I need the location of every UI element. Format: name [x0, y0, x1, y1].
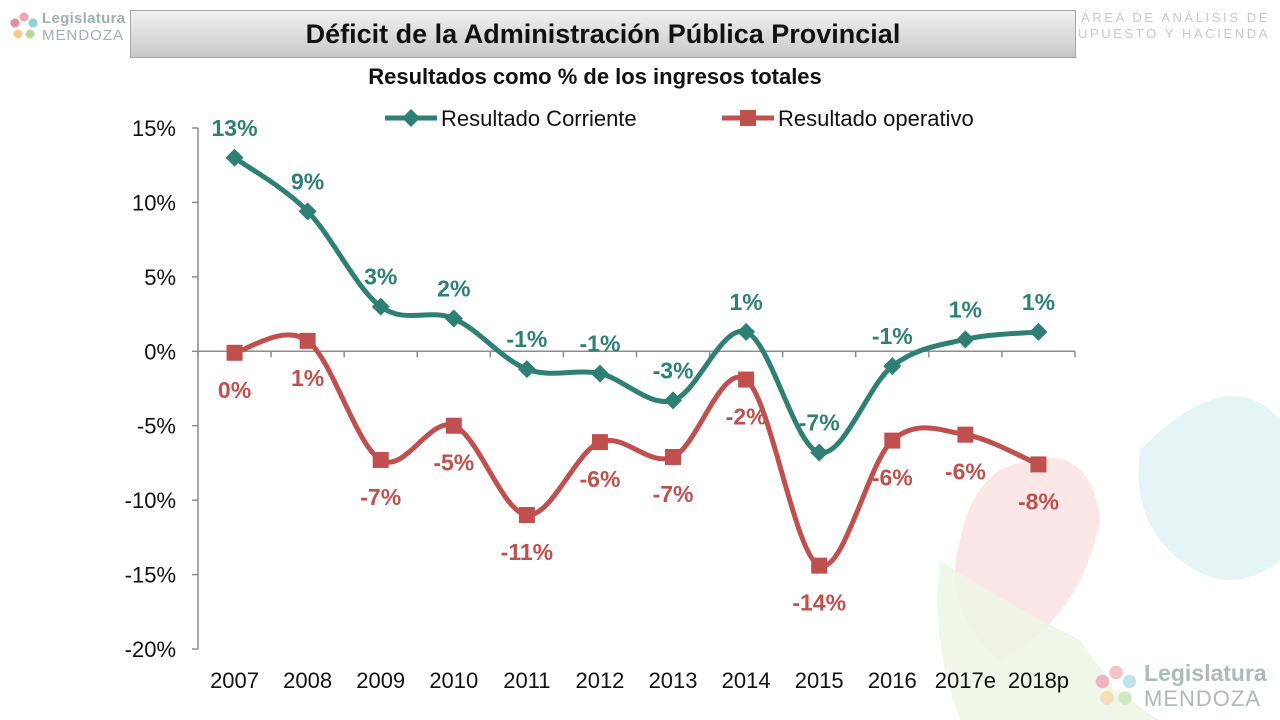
- marker-operativo: [665, 448, 682, 465]
- x-tick-label: 2014: [722, 668, 771, 693]
- flower-logo-icon: [10, 12, 38, 39]
- legend-marker-operativo: [740, 110, 756, 126]
- y-tick-label: -5%: [137, 414, 176, 439]
- x-tick-label: 2018p: [1008, 668, 1069, 693]
- marker-corriente: [371, 297, 390, 316]
- x-tick-label: 2008: [283, 668, 332, 693]
- data-label-corriente: 2%: [437, 276, 470, 302]
- data-label-corriente: 1%: [1022, 289, 1055, 315]
- x-tick-label: 2011: [503, 668, 550, 693]
- marker-corriente: [225, 148, 244, 167]
- marker-corriente: [664, 391, 683, 410]
- data-label-operativo: -6%: [945, 459, 986, 485]
- y-tick-label: 10%: [132, 190, 176, 215]
- x-tick-label: 2015: [795, 668, 844, 693]
- marker-operativo: [957, 426, 974, 443]
- y-tick-label: -10%: [125, 488, 176, 513]
- marker-corriente: [590, 364, 609, 383]
- data-label-corriente: -1%: [580, 331, 621, 357]
- data-label-operativo: 1%: [291, 365, 324, 391]
- marker-operativo: [518, 507, 535, 524]
- x-tick-label: 2012: [575, 668, 624, 693]
- marker-corriente: [883, 357, 902, 376]
- logo-bottom-line2: MENDOZA: [1144, 686, 1261, 711]
- data-label-corriente: -1%: [506, 326, 547, 352]
- y-tick-label: 15%: [132, 116, 176, 141]
- title-bar: Déficit de la Administración Pública Pro…: [130, 10, 1076, 58]
- x-tick-label: 2016: [868, 668, 917, 693]
- legend-marker-corriente: [402, 109, 420, 127]
- data-label-corriente: -7%: [799, 410, 840, 436]
- y-tick-label: 0%: [144, 339, 176, 364]
- x-tick-label: 2017e: [935, 668, 996, 693]
- data-label-corriente: 9%: [291, 168, 324, 194]
- logo-text-line1: Legislatura: [42, 10, 126, 27]
- y-tick-label: -15%: [125, 563, 176, 588]
- data-label-corriente: -3%: [653, 357, 694, 383]
- marker-operativo: [1030, 456, 1047, 473]
- department-line2: PRESUPUESTO Y HACIENDA: [1032, 26, 1270, 41]
- flower-logo-icon: [1095, 665, 1137, 705]
- data-label-operativo: -11%: [501, 539, 553, 565]
- logo-text-line2: MENDOZA: [42, 27, 124, 44]
- marker-corriente: [737, 322, 756, 341]
- marker-operativo: [591, 434, 608, 451]
- data-label-corriente: 1%: [730, 289, 763, 315]
- data-label-operativo: -8%: [1018, 488, 1059, 514]
- y-tick-label: -20%: [125, 637, 176, 662]
- x-tick-label: 2010: [429, 668, 478, 693]
- data-label-operativo: -5%: [433, 450, 474, 476]
- data-label-operativo: -6%: [580, 466, 621, 492]
- legend-label: Resultado Corriente: [441, 106, 637, 131]
- data-label-operativo: 0%: [218, 377, 251, 403]
- marker-corriente: [517, 360, 536, 379]
- department-label: ÁREA DE ANÁLISIS DE PRESUPUESTO Y HACIEN…: [1032, 10, 1270, 42]
- data-label-corriente: 3%: [364, 264, 397, 290]
- series-line-corriente: [232, 155, 1041, 456]
- legend-label: Resultado operativo: [778, 106, 974, 131]
- department-line1: ÁREA DE ANÁLISIS DE: [1081, 10, 1270, 25]
- series-line-operativo: [232, 332, 1041, 569]
- marker-corriente: [810, 443, 829, 462]
- x-tick-label: 2009: [356, 668, 405, 693]
- x-tick-label: 2007: [210, 668, 259, 693]
- marker-operativo: [445, 417, 462, 434]
- x-tick-label: 2013: [649, 668, 698, 693]
- marker-corriente: [956, 330, 975, 349]
- marker-corriente: [298, 202, 317, 221]
- marker-operativo: [299, 332, 316, 349]
- page-title: Déficit de la Administración Pública Pro…: [305, 18, 901, 49]
- legislatura-logo: Legislatura MENDOZA: [8, 8, 128, 44]
- data-label-operativo: -14%: [792, 590, 846, 616]
- data-label-operativo: -6%: [872, 465, 913, 491]
- data-label-corriente: 13%: [212, 115, 258, 141]
- marker-operativo: [226, 344, 243, 361]
- marker-operativo: [811, 557, 828, 574]
- chart-subtitle: Resultados como % de los ingresos totale…: [368, 64, 822, 89]
- logo-bottom-line1: Legislatura: [1144, 660, 1267, 686]
- data-label-corriente: 1%: [949, 296, 982, 322]
- marker-operativo: [738, 371, 755, 388]
- data-label-corriente: -1%: [872, 323, 913, 349]
- legislatura-logo-bottom: Legislatura MENDOZA: [1092, 658, 1272, 714]
- marker-corriente: [444, 309, 463, 328]
- marker-corriente: [1029, 322, 1048, 341]
- data-label-operativo: -2%: [726, 404, 767, 430]
- data-label-operativo: -7%: [653, 481, 694, 507]
- data-label-operativo: -7%: [360, 484, 401, 510]
- marker-operativo: [372, 451, 389, 468]
- y-tick-label: 5%: [144, 265, 176, 290]
- marker-operativo: [884, 432, 901, 449]
